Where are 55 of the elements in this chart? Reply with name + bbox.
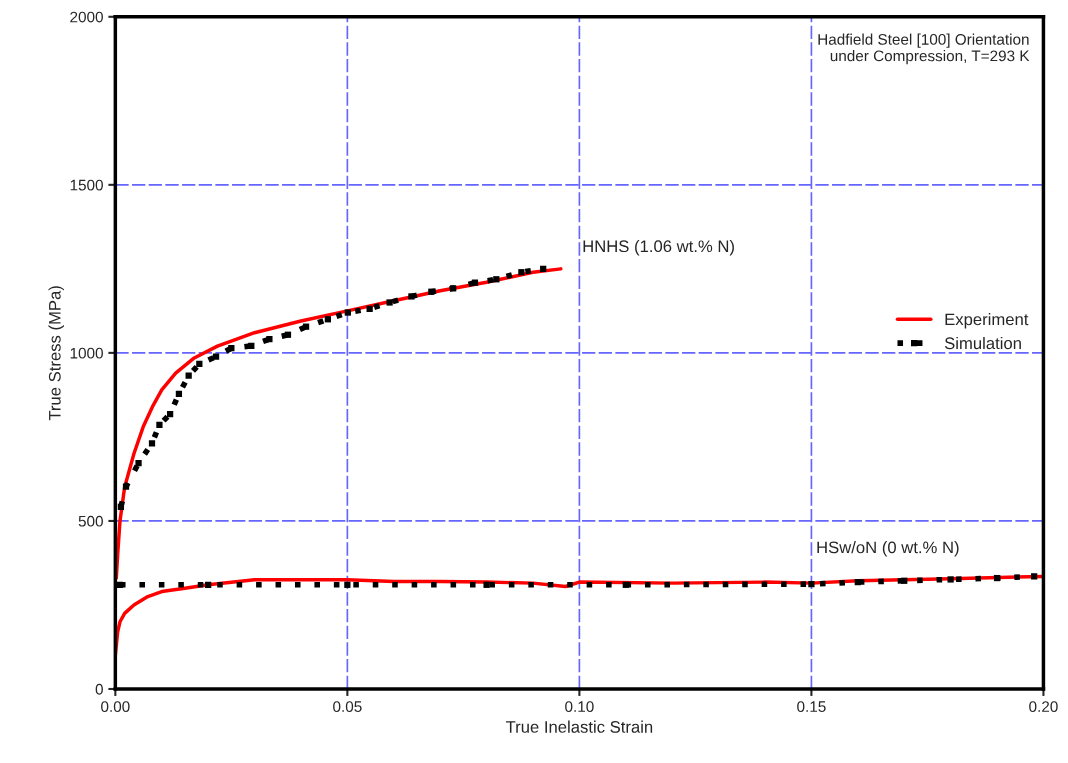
point [284,331,292,338]
point [386,299,393,306]
point [212,353,220,360]
point [808,581,815,588]
point [185,372,192,379]
point [471,279,479,286]
y-tick-label: 0 [95,683,103,695]
point [450,285,457,292]
point [302,323,310,330]
x-tick-label: 0.10 [565,701,594,713]
y-axis-title: True Stress (MPa) [48,286,64,421]
x-tick-label: 0.20 [1029,701,1058,713]
point [135,460,142,467]
point [901,577,908,584]
point [366,305,373,312]
y-tick-label: 2000 [70,11,103,23]
point [344,581,351,588]
point [122,483,130,490]
point [344,309,351,316]
y-tick-label: 500 [78,515,103,527]
point [196,360,203,368]
annotation: HNHS (1.06 wt.% N) [583,239,734,256]
point [148,440,156,447]
point [116,581,124,588]
point [248,342,255,349]
annotation: Hadfield Steel [100] Orientation under Compression, T=293 K [818,33,1030,65]
point [518,269,525,276]
point [156,421,163,428]
point [993,574,1001,582]
point [266,335,273,343]
x-tick-label: 0.00 [101,701,130,713]
point [408,293,415,300]
legend-label: Simulation [944,336,1021,350]
x-axis-title: True Inelastic Strain [505,720,653,733]
point [947,576,954,583]
point [1031,573,1038,580]
y-tick-label: 1500 [70,179,103,191]
point [205,581,212,588]
y-tick-label: 1000 [70,347,103,359]
point [622,581,629,588]
point [854,578,861,586]
annotation: HSw/oN (0 wt.% N) [817,541,959,557]
point [228,345,235,352]
legend-label: Experiment [945,313,1029,329]
point [324,316,331,323]
x-tick-label: 0.05 [333,701,362,713]
point [428,288,435,295]
x-tick-label: 0.15 [797,701,826,713]
point [540,265,547,272]
point [483,581,490,588]
point [175,390,183,398]
point [117,503,125,510]
line-series [115,267,563,580]
point [493,276,500,283]
point [166,410,174,418]
